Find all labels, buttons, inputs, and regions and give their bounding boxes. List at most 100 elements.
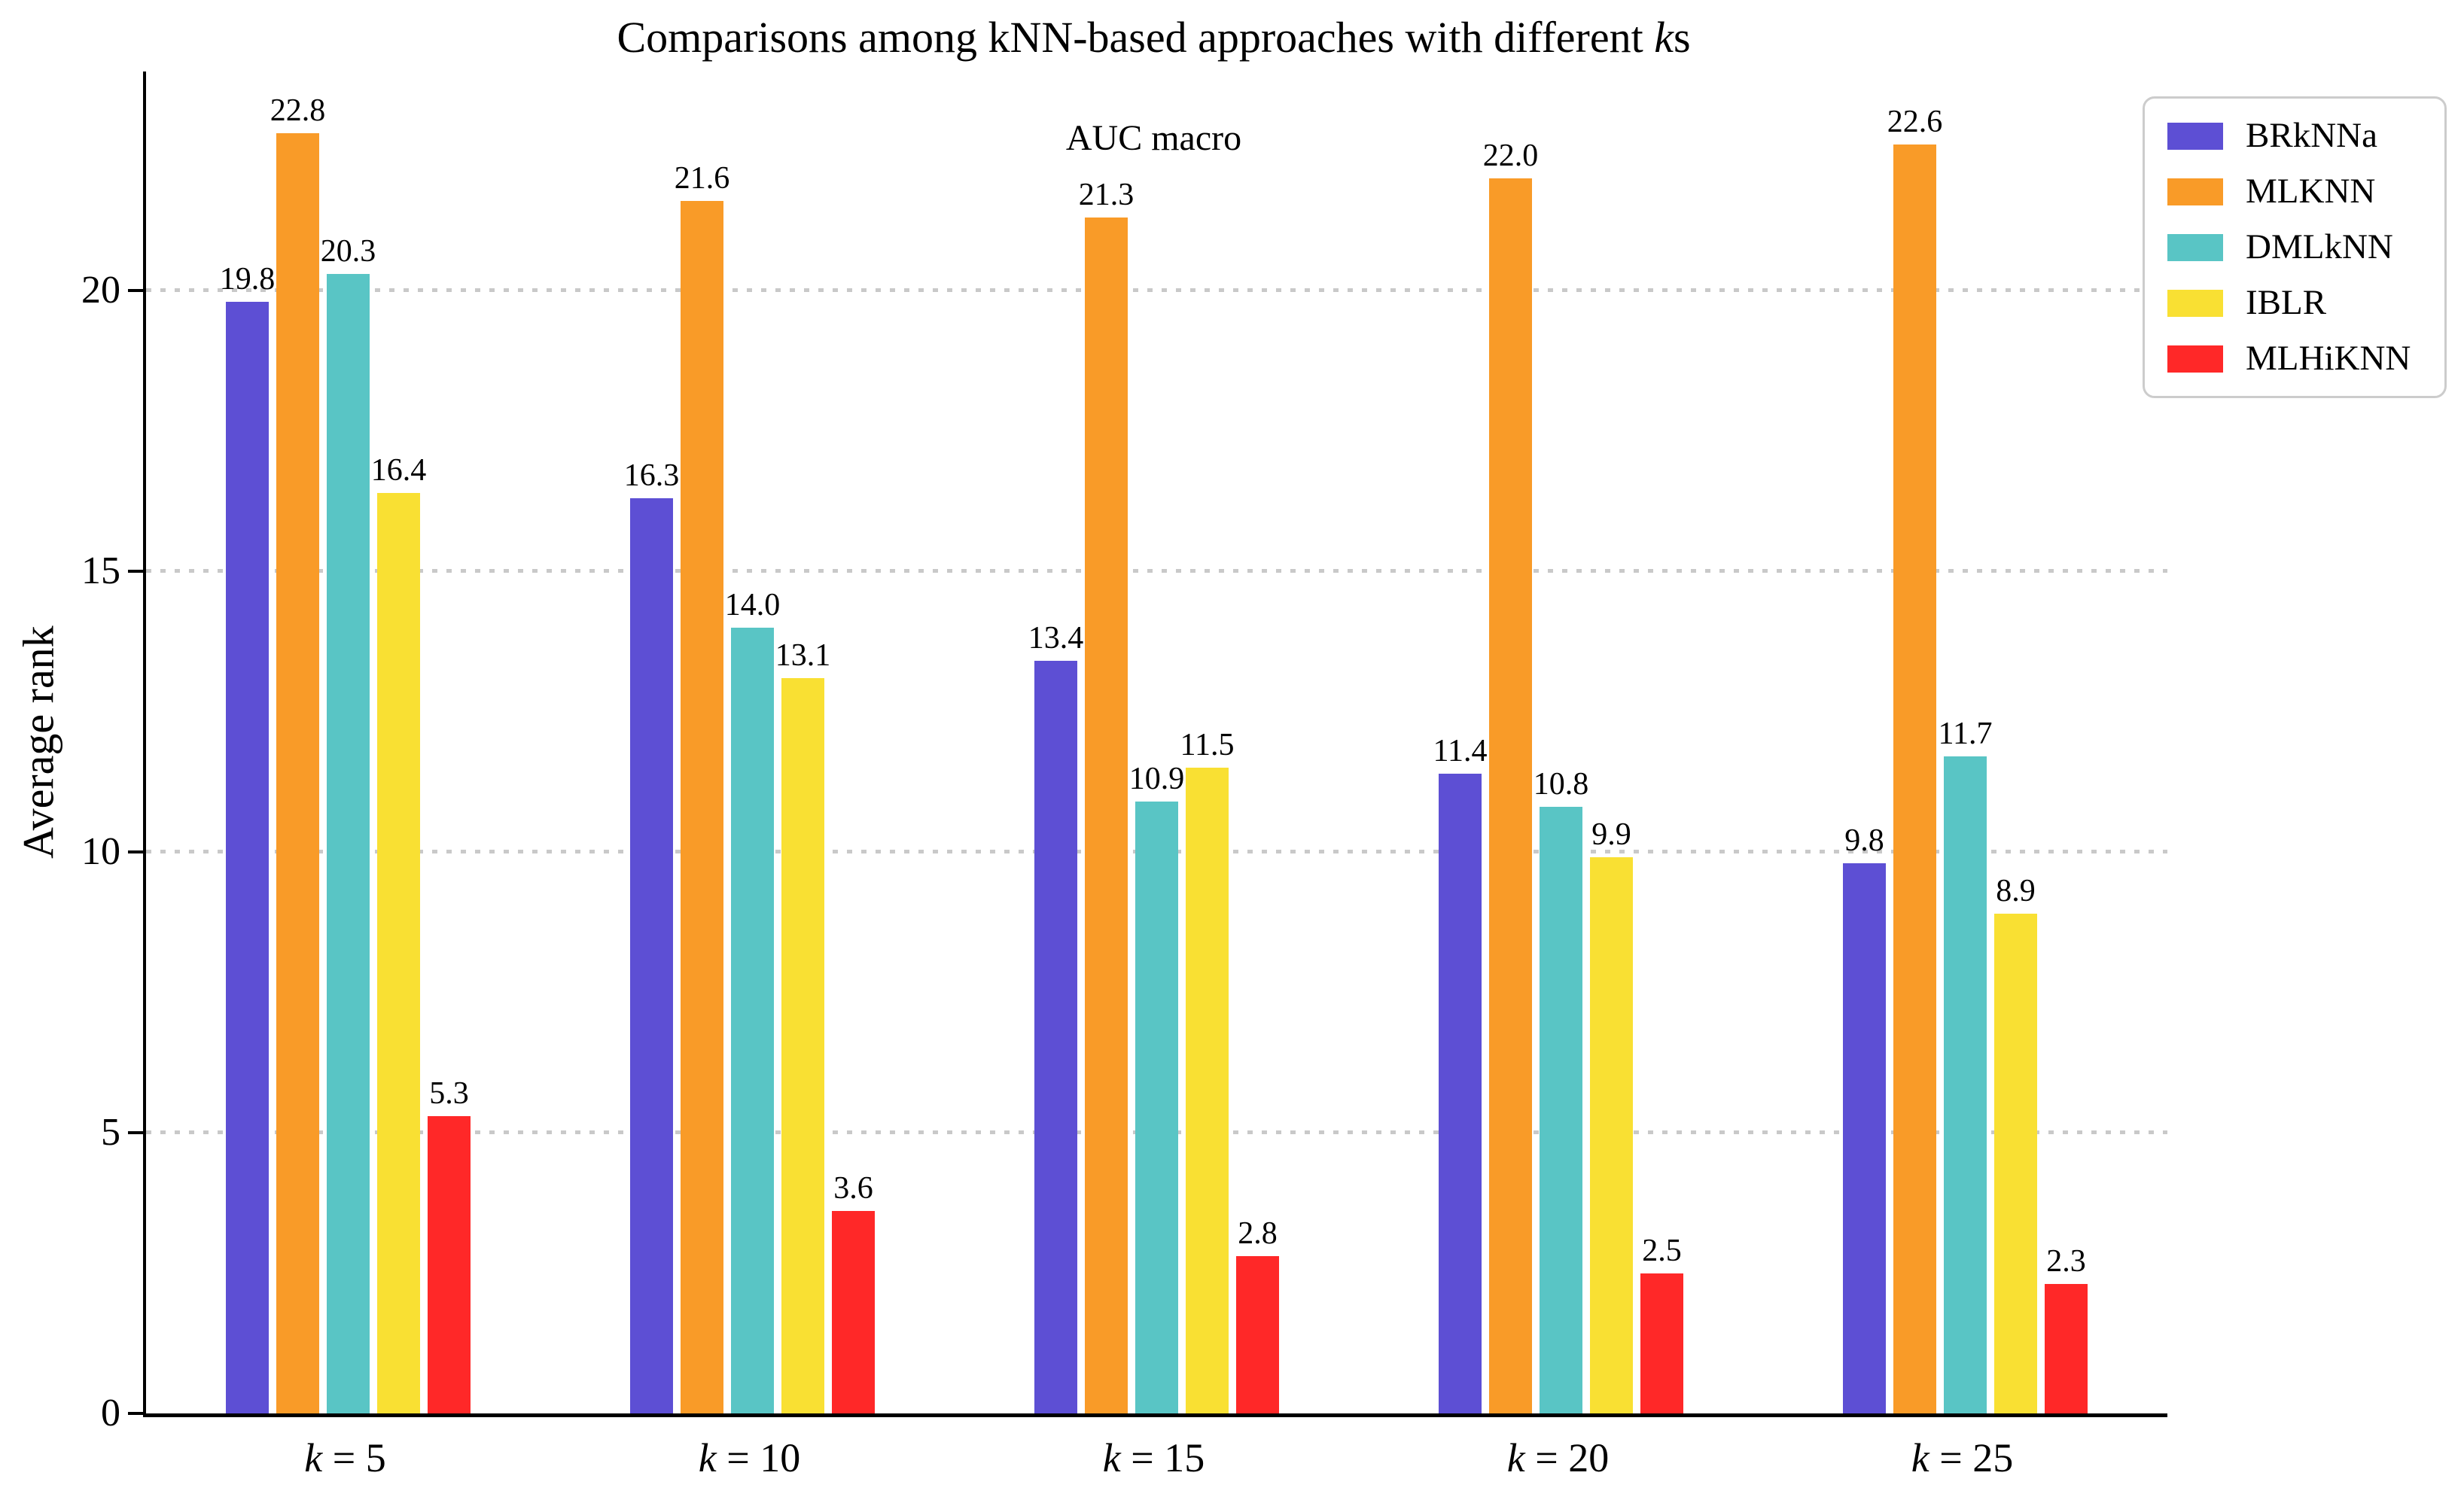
x-tick-variable: k bbox=[1102, 1435, 1121, 1480]
bar-value-label: 21.6 bbox=[674, 160, 730, 196]
legend-entry-mlhiknn: MLHiKNN bbox=[2167, 341, 2422, 376]
y-axis-label: Average rank bbox=[14, 625, 63, 859]
x-tick-rest: = 15 bbox=[1120, 1435, 1205, 1480]
bar-mlhiknn: 2.5 bbox=[1640, 1234, 1683, 1413]
bar-dmlknn: 14.0 bbox=[725, 588, 780, 1413]
bar-iblr: 9.9 bbox=[1590, 817, 1633, 1413]
bar-value-label: 13.1 bbox=[775, 637, 831, 673]
legend-label: MLHiKNN bbox=[2246, 339, 2411, 378]
x-tick-rest: = 25 bbox=[1929, 1435, 2014, 1480]
legend: BRkNNa MLKNN DMLkNN IBLR MLHiKNN bbox=[2143, 96, 2447, 398]
y-tick-label-0: 0 bbox=[101, 1392, 120, 1435]
y-tick-mark-20 bbox=[128, 288, 146, 292]
bar-dmlknn: 10.9 bbox=[1129, 762, 1184, 1413]
bar-groups: 19.8 22.8 20.3 16.4 5.3 16.3 21.6 14.0 13.1 3.6 13… bbox=[146, 71, 2167, 1413]
legend-swatch-brknna bbox=[2167, 122, 2223, 150]
bar-mlknn: 22.6 bbox=[1887, 105, 1942, 1413]
bar-value-label: 8.9 bbox=[1996, 874, 2036, 909]
bar-value-label: 13.4 bbox=[1028, 621, 1084, 656]
y-tick-label-15: 15 bbox=[81, 549, 120, 592]
bar-mlhiknn: 2.8 bbox=[1236, 1216, 1279, 1413]
chart-subtitle: AUC macro bbox=[1065, 118, 1242, 158]
y-gridline-20 bbox=[146, 288, 2167, 292]
y-tick-mark-5 bbox=[128, 1131, 146, 1134]
x-tick-label: k = 15 bbox=[952, 1435, 1356, 1481]
bar-value-label: 16.4 bbox=[370, 452, 427, 488]
bar-dmlknn: 11.7 bbox=[1939, 716, 1992, 1413]
bar-value-label: 19.8 bbox=[219, 261, 276, 297]
bar-dmlknn: 10.8 bbox=[1534, 767, 1588, 1413]
bar-iblr: 8.9 bbox=[1994, 874, 2037, 1413]
bar-group: 11.4 22.0 10.8 9.9 2.5 bbox=[1359, 71, 1763, 1413]
legend-label: IBLR bbox=[2246, 283, 2327, 322]
bar-iblr: 11.5 bbox=[1180, 728, 1234, 1413]
bar-brknna: 19.8 bbox=[220, 262, 275, 1413]
bar-group: 13.4 21.3 10.9 11.5 2.8 bbox=[955, 71, 1359, 1413]
bar-value-label: 2.3 bbox=[2046, 1244, 2086, 1279]
bar-brknna: 11.4 bbox=[1433, 734, 1487, 1413]
bar-iblr: 13.1 bbox=[775, 638, 830, 1413]
legend-entry-iblr: IBLR bbox=[2167, 285, 2422, 321]
y-gridline-15 bbox=[146, 568, 2167, 573]
bar-mlhiknn: 3.6 bbox=[832, 1171, 875, 1413]
x-tick-rest: = 5 bbox=[322, 1435, 386, 1480]
bar-mlhiknn: 5.3 bbox=[428, 1076, 471, 1413]
bar-value-label: 11.4 bbox=[1433, 733, 1488, 768]
legend-label: MLKNN bbox=[2246, 172, 2376, 211]
bar-value-label: 10.8 bbox=[1533, 767, 1589, 802]
x-tick-variable: k bbox=[1911, 1435, 1929, 1480]
x-tick-label: k = 5 bbox=[143, 1435, 547, 1481]
bar-group: 16.3 21.6 14.0 13.1 3.6 bbox=[550, 71, 955, 1413]
bar-value-label: 20.3 bbox=[320, 233, 376, 269]
bar-value-label: 22.8 bbox=[270, 93, 326, 129]
y-tick-mark-0 bbox=[128, 1412, 146, 1415]
legend-swatch-dmlknn bbox=[2167, 233, 2223, 261]
bar-iblr: 16.4 bbox=[371, 453, 426, 1413]
bar-brknna: 9.8 bbox=[1843, 823, 1886, 1413]
x-tick-label: k = 25 bbox=[1760, 1435, 2164, 1481]
bar-group: 19.8 22.8 20.3 16.4 5.3 bbox=[146, 71, 550, 1413]
y-tick-mark-15 bbox=[128, 569, 146, 573]
bar-brknna: 16.3 bbox=[624, 458, 679, 1413]
bar-value-label: 10.9 bbox=[1128, 761, 1185, 796]
y-tick-label-10: 10 bbox=[81, 829, 120, 873]
x-tick-label: k = 10 bbox=[547, 1435, 952, 1481]
bar-value-label: 9.9 bbox=[1591, 817, 1631, 853]
bar-value-label: 14.0 bbox=[724, 587, 781, 622]
bar-value-label: 22.6 bbox=[1887, 104, 1943, 139]
bar-brknna: 13.4 bbox=[1028, 621, 1083, 1413]
bar-mlknn: 21.6 bbox=[675, 161, 729, 1413]
x-tick-variable: k bbox=[304, 1435, 323, 1480]
x-tick-rest: = 20 bbox=[1524, 1435, 1610, 1480]
bar-value-label: 9.8 bbox=[1844, 823, 1884, 858]
bar-value-label: 21.3 bbox=[1078, 177, 1135, 212]
bar-mlhiknn: 2.3 bbox=[2045, 1244, 2088, 1413]
legend-swatch-mlknn bbox=[2167, 178, 2223, 205]
bar-dmlknn: 20.3 bbox=[321, 234, 376, 1413]
x-tick-label: k = 20 bbox=[1356, 1435, 1760, 1481]
bar-value-label: 3.6 bbox=[833, 1171, 873, 1206]
legend-label: DMLkNN bbox=[2246, 227, 2393, 266]
legend-label: BRkNNa bbox=[2246, 116, 2377, 155]
x-tick-variable: k bbox=[698, 1435, 717, 1480]
legend-swatch-iblr bbox=[2167, 289, 2223, 317]
bar-value-label: 2.5 bbox=[1642, 1233, 1682, 1268]
chart-title-pre: Comparisons among kNN-based approaches w… bbox=[617, 13, 1655, 62]
bar-mlknn: 22.0 bbox=[1483, 138, 1538, 1413]
chart-title-italic-k: k bbox=[1654, 13, 1674, 62]
y-tick-label-5: 5 bbox=[101, 1111, 120, 1154]
x-tick-rest: = 10 bbox=[716, 1435, 801, 1480]
legend-swatch-mlhiknn bbox=[2167, 345, 2223, 373]
legend-entry-brknna: BRkNNa bbox=[2167, 118, 2422, 154]
bar-value-label: 16.3 bbox=[623, 458, 680, 493]
bar-group: 9.8 22.6 11.7 8.9 2.3 bbox=[1763, 71, 2167, 1413]
y-tick-mark-10 bbox=[128, 850, 146, 853]
chart-title-post: s bbox=[1673, 13, 1691, 62]
plot-area: 0 5 10 15 20 19.8 22.8 20.3 16.4 5.3 16.3 21.6 14.0… bbox=[81, 71, 2167, 1433]
y-tick-label-20: 20 bbox=[81, 268, 120, 312]
bar-value-label: 22.0 bbox=[1482, 138, 1539, 173]
legend-entry-mlknn: MLKNN bbox=[2167, 174, 2422, 209]
chart-title: Comparisons among kNN-based approaches w… bbox=[143, 14, 2164, 62]
bar-value-label: 11.5 bbox=[1180, 728, 1235, 763]
